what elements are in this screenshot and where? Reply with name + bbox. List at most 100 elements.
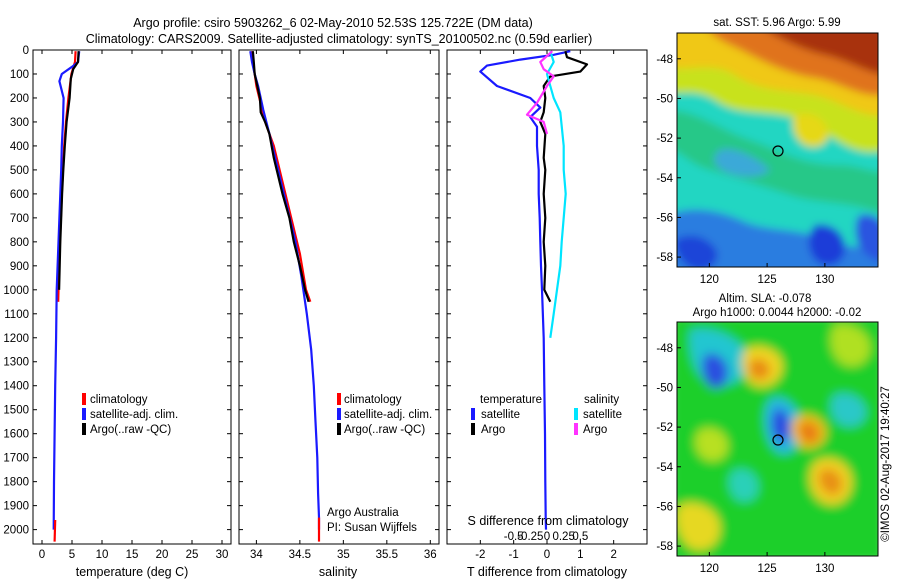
legend-swatch-sal-satellite xyxy=(574,408,578,420)
x-tick-label: 5 xyxy=(69,549,75,561)
legend-label-temp-argo: Argo xyxy=(481,424,505,436)
map-y-tick-label: -48 xyxy=(656,343,673,355)
y-tick-label: 2000 xyxy=(3,525,29,537)
map-y-tick-label: -48 xyxy=(656,54,673,66)
copyright-stamp: ©IMOS 02-Aug-2017 19:40:27 xyxy=(880,386,892,542)
map-x-tick-label: 125 xyxy=(758,274,777,286)
sla-heatmap xyxy=(677,322,878,556)
legend-swatch-temp-argo xyxy=(471,423,475,435)
series-line-argo-raw-qc- xyxy=(58,51,80,290)
temperature-axes: 0 5 10 15 20 25 300100200300400500600700800900… xyxy=(3,45,231,561)
y-tick-label: 700 xyxy=(10,213,29,225)
legend-label-argo: Argo(..raw -QC) xyxy=(344,424,425,436)
salinity-axes: 34 34.5 35 35.5 36 xyxy=(239,49,439,561)
difference-top-label: S difference from climatology xyxy=(468,514,630,528)
series-line-temperature-satellite xyxy=(479,50,571,530)
x-tick-label: -1 xyxy=(509,549,519,561)
sla-map-title-line-1: Altim. SLA: -0.078 xyxy=(719,293,812,305)
legend-heading-temperature: temperature xyxy=(480,394,542,406)
map-y-tick-label: -50 xyxy=(656,93,673,105)
map-x-tick-label: 125 xyxy=(758,563,777,575)
map-x-tick-label: 120 xyxy=(700,274,719,286)
series-line-salinity-satellite xyxy=(545,50,567,338)
argo-annotation-line-1: Argo Australia xyxy=(327,507,399,519)
difference-legend: temperature salinity satellite Argo sate… xyxy=(471,394,622,436)
x-tick-label: -2 xyxy=(475,549,485,561)
salinity-legend: climatology satellite-adj. clim. Argo(..… xyxy=(327,393,432,534)
y-tick-label: 900 xyxy=(10,261,29,273)
series-line-satellite-adj-clim- xyxy=(52,51,81,530)
series-line-climatology xyxy=(250,51,312,303)
secondary-x-tick-label: 0.5 xyxy=(572,531,588,543)
y-tick-label: 500 xyxy=(10,165,29,177)
sst-map-frame xyxy=(676,32,879,268)
map-y-tick-label: -56 xyxy=(656,501,673,513)
legend-swatch-climatology xyxy=(337,393,341,405)
y-tick-label: 1400 xyxy=(3,381,29,393)
sst-map-axes: 120 125 130 -48 -50 -52 -54 -56 -58 xyxy=(656,54,834,286)
map-y-tick-label: -58 xyxy=(656,252,673,264)
y-tick-label: 300 xyxy=(10,117,29,129)
legend-label-argo: Argo(..raw -QC) xyxy=(90,424,171,436)
y-tick-label: 1700 xyxy=(3,453,29,465)
figure-title-line-2: Climatology: CARS2009. Satellite-adjuste… xyxy=(86,32,593,46)
y-tick-label: 1100 xyxy=(4,309,29,321)
legend-swatch-sal-argo xyxy=(574,423,578,435)
y-tick-label: 1900 xyxy=(3,501,29,513)
argo-annotation-line-2: PI: Susan Wijffels xyxy=(327,522,417,534)
temperature-xlabel: temperature (deg C) xyxy=(76,565,189,579)
series-line-climatology-deep xyxy=(53,519,57,542)
y-tick-label: 100 xyxy=(10,69,29,81)
secondary-x-tick-label: -0.25 xyxy=(517,531,543,543)
legend-swatch-temp-satellite xyxy=(471,408,475,420)
y-tick-label: 1800 xyxy=(3,477,29,489)
salinity-series xyxy=(249,51,321,542)
y-tick-label: 200 xyxy=(10,93,29,105)
legend-label-satellite: satellite-adj. clim. xyxy=(90,409,178,421)
map-y-tick-label: -50 xyxy=(656,382,673,394)
x-tick-label: 15 xyxy=(126,549,139,561)
argo-location-marker xyxy=(772,434,784,446)
legend-label-sal-satellite: satellite xyxy=(583,409,622,421)
y-tick-label: 0 xyxy=(23,45,29,57)
map-y-tick-label: -54 xyxy=(656,173,673,185)
y-tick-label: 1200 xyxy=(3,333,29,345)
legend-label-climatology: climatology xyxy=(90,394,148,406)
secondary-x-tick-label: 0 xyxy=(544,531,550,543)
map-y-tick-label: -54 xyxy=(656,462,673,474)
figure-title-line-1: Argo profile: csiro 5903262_6 02-May-201… xyxy=(133,16,533,30)
x-tick-label: 2 xyxy=(610,549,616,561)
x-tick-label: 36 xyxy=(424,549,437,561)
difference-xlabel: T difference from climatology xyxy=(467,565,628,579)
temperature-legend: climatology satellite-adj. clim. Argo(..… xyxy=(82,393,178,436)
map-y-tick-label: -52 xyxy=(656,133,673,145)
legend-label-satellite: satellite-adj. clim. xyxy=(344,409,432,421)
x-tick-label: 1 xyxy=(577,549,583,561)
legend-swatch-argo xyxy=(82,423,86,435)
x-tick-label: 10 xyxy=(96,549,109,561)
series-line-satellite-adj-clim- xyxy=(249,51,321,530)
y-tick-label: 400 xyxy=(10,141,29,153)
temperature-series xyxy=(52,51,81,542)
x-tick-label: 30 xyxy=(216,549,229,561)
x-tick-label: 35.5 xyxy=(376,549,398,561)
legend-heading-salinity: salinity xyxy=(584,394,619,406)
map-y-tick-label: -52 xyxy=(656,422,673,434)
y-tick-label: 1000 xyxy=(3,285,29,297)
legend-swatch-argo xyxy=(337,423,341,435)
x-tick-label: 34.5 xyxy=(289,549,311,561)
sst-heatmap xyxy=(677,33,878,267)
salinity-xlabel: salinity xyxy=(319,565,358,579)
map-y-tick-label: -58 xyxy=(656,541,673,553)
map-x-tick-label: 130 xyxy=(815,274,834,286)
y-tick-label: 600 xyxy=(10,189,29,201)
legend-swatch-satellite xyxy=(337,408,341,420)
y-tick-label: 1500 xyxy=(3,405,29,417)
x-tick-label: 34 xyxy=(250,549,263,561)
x-tick-label: 0 xyxy=(544,549,550,561)
sla-map-frame xyxy=(676,321,879,557)
legend-label-climatology: climatology xyxy=(344,394,402,406)
series-line-temperature-argo xyxy=(539,50,589,303)
